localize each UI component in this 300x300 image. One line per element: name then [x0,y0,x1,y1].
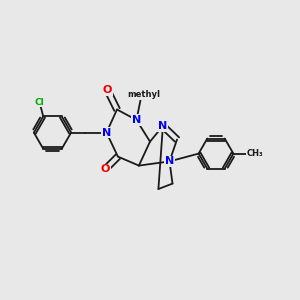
Text: N: N [132,115,141,125]
Text: O: O [100,164,110,175]
Text: N: N [158,121,167,131]
Text: methyl: methyl [127,90,160,99]
Text: Cl: Cl [35,98,44,106]
Text: O: O [103,85,112,95]
Text: CH₃: CH₃ [247,149,263,158]
Text: N: N [102,128,111,138]
Text: N: N [165,156,174,167]
